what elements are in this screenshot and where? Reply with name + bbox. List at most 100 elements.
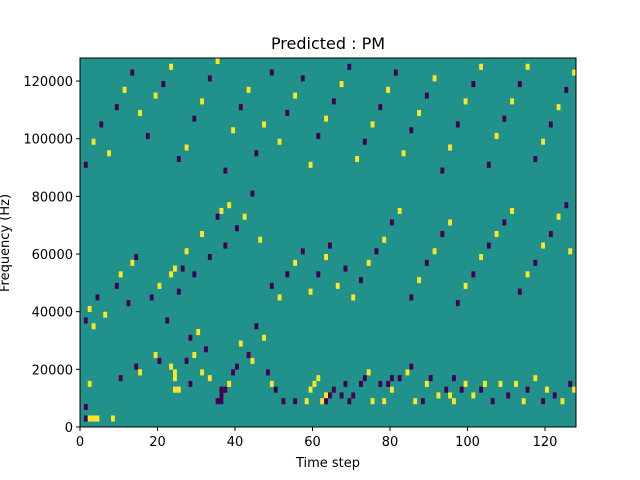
y-tick-label: 20000: [32, 363, 73, 378]
heatmap-cell: [165, 317, 170, 324]
heatmap-cell: [130, 69, 135, 76]
heatmap-cell: [424, 259, 429, 266]
heatmap-cell: [390, 386, 394, 393]
heatmap-cell: [479, 63, 484, 70]
heatmap-cell: [192, 352, 197, 359]
heatmap-cell: [548, 121, 553, 128]
heatmap-cell: [277, 294, 282, 301]
heatmap-cell: [525, 63, 530, 70]
heatmap-cell: [343, 265, 348, 272]
heatmap-cell: [366, 259, 371, 266]
heatmap-cell: [471, 81, 476, 88]
heatmap-cell: [370, 398, 375, 405]
heatmap-cell: [87, 415, 92, 422]
x-tick-label: 80: [382, 435, 399, 450]
heatmap-cell: [99, 121, 104, 128]
heatmap-cell: [397, 207, 402, 214]
heatmap-cell: [328, 242, 332, 249]
heatmap-cell: [308, 161, 313, 168]
heatmap-cell: [359, 380, 363, 387]
heatmap-cell: [262, 121, 267, 128]
heatmap-cell: [250, 357, 255, 364]
heatmap-cell: [215, 58, 220, 65]
heatmap-cell: [273, 386, 278, 393]
heatmap-cell: [281, 398, 286, 405]
heatmap-cell: [486, 161, 491, 168]
heatmap-cell: [490, 398, 495, 405]
heatmap-cell: [293, 398, 298, 405]
heatmap-cell: [103, 311, 108, 318]
heatmap-cell: [285, 271, 290, 278]
heatmap-cell: [285, 109, 290, 116]
heatmap-cell: [521, 398, 526, 405]
heatmap-cell: [401, 150, 406, 157]
heatmap-cell: [138, 109, 143, 116]
heatmap-cell: [331, 386, 336, 393]
heatmap-cell: [91, 323, 96, 330]
heatmap-cell: [452, 375, 456, 382]
heatmap-cell: [486, 242, 491, 249]
heatmap-cell: [192, 271, 197, 278]
heatmap-cell: [157, 357, 162, 364]
y-tick-label: 40000: [32, 306, 73, 321]
heatmap-cell: [223, 386, 228, 393]
heatmap-cell: [455, 300, 460, 307]
heatmap-cell: [235, 225, 239, 232]
heatmap-cell: [568, 380, 573, 387]
heatmap-cell: [405, 369, 410, 376]
heatmap-cell: [238, 340, 243, 347]
heatmap-cell: [246, 352, 251, 359]
heatmap-cell: [417, 277, 422, 284]
heatmap-cell: [359, 277, 363, 284]
heatmap-cell: [83, 403, 88, 411]
heatmap-cell: [339, 392, 344, 399]
heatmap-cell: [444, 386, 449, 393]
heatmap-cell: [223, 242, 228, 249]
heatmap-cell: [114, 104, 119, 111]
heatmap-cell: [351, 392, 356, 399]
y-axis: 0 20000 40000 60000 80000 100000 120000: [23, 75, 80, 436]
heatmap-cell: [184, 144, 189, 151]
heatmap-cell: [207, 75, 212, 82]
heatmap-cell: [118, 271, 123, 278]
heatmap-cell: [502, 115, 507, 122]
heatmap-cell: [312, 380, 317, 387]
heatmap-cell: [176, 288, 181, 295]
heatmap-cell: [320, 398, 325, 405]
heatmap-cell: [134, 254, 139, 261]
heatmap-cell: [300, 75, 305, 82]
heatmap-cell: [316, 375, 321, 382]
heatmap-cell: [200, 98, 205, 105]
heatmap-cell: [87, 305, 92, 312]
heatmap-cell: [173, 386, 177, 393]
heatmap-cell: [176, 156, 181, 163]
heatmap-cell: [386, 86, 391, 93]
heatmap-cell: [397, 375, 402, 382]
y-tick-label: 0: [65, 421, 73, 436]
heatmap-cell: [517, 81, 522, 88]
heatmap-cell: [525, 271, 530, 278]
heatmap-cell: [355, 156, 360, 163]
heatmap-cell: [308, 386, 313, 393]
heatmap-cell: [463, 282, 468, 289]
heatmap-cell: [428, 375, 433, 382]
heatmap-cell: [188, 334, 193, 341]
heatmap-cell: [479, 254, 484, 261]
heatmap-cell: [382, 236, 387, 243]
heatmap-cell: [393, 69, 398, 76]
x-tick-label: 0: [76, 435, 84, 450]
heatmap-cell: [308, 288, 313, 295]
plot-area: [79, 57, 577, 428]
heatmap-cell: [366, 369, 371, 376]
heatmap-cell: [300, 248, 305, 255]
heatmap-cell: [556, 104, 561, 111]
heatmap-cell: [250, 190, 255, 197]
heatmap-cell: [533, 156, 538, 163]
heatmap-cell: [552, 392, 557, 399]
heatmap-cell: [409, 363, 414, 370]
heatmap-cell: [207, 254, 212, 261]
heatmap-cell: [517, 288, 522, 295]
heatmap-cell: [107, 150, 112, 157]
heatmap-cell: [254, 323, 259, 330]
